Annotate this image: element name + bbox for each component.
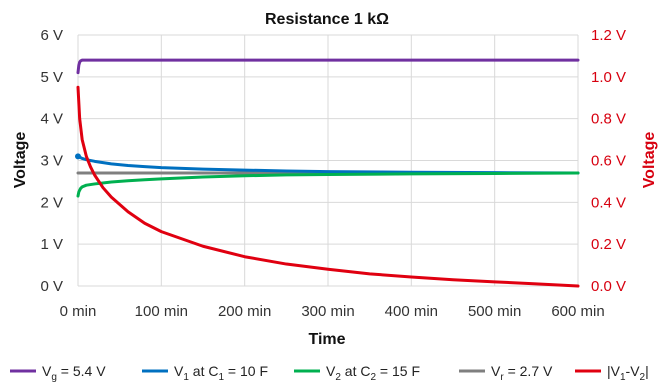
y-left-tick-label: 2 V (40, 194, 63, 211)
x-tick-label: 600 min (551, 303, 604, 320)
y-left-tick-label: 1 V (40, 236, 63, 253)
y-right-tick-label: 1.0 V (591, 69, 626, 86)
x-tick-label: 400 min (385, 303, 438, 320)
series-lines (75, 58, 580, 288)
legend-label: V2 at C2 = 15 F (326, 363, 420, 383)
y-right-tick-label: 1.2 V (591, 27, 626, 44)
series-line (76, 154, 580, 175)
y-right-tick-label: 0.6 V (591, 153, 626, 170)
legend-item: Vg = 5.4 V (10, 363, 106, 383)
legend-item: Vr = 2.7 V (459, 363, 553, 383)
x-tick-label: 200 min (218, 303, 271, 320)
legend: Vg = 5.4 V V1 at C1 = 10 F V2 at C2 = 15 F… (10, 363, 649, 383)
legend-label: |V1-V2| (607, 363, 649, 383)
legend-item: V1 at C1 = 10 F (142, 363, 268, 383)
x-axis-title: Time (308, 331, 345, 348)
legend-label: Vg = 5.4 V (42, 363, 106, 383)
y-left-tick-label: 6 V (40, 27, 63, 44)
y-right-axis-title: Voltage (641, 132, 658, 189)
series-line (76, 58, 580, 75)
y-right-tick-label: 0.4 V (591, 194, 626, 211)
y-right-axis-ticks: 0.0 V 0.2 V 0.4 V 0.6 V 0.8 V 1.0 V 1.2 V (591, 27, 626, 295)
legend-item: |V1-V2| (575, 363, 649, 383)
y-left-tick-label: 3 V (40, 153, 63, 170)
chart-title: Resistance 1 kΩ (265, 11, 389, 28)
x-tick-label: 500 min (468, 303, 521, 320)
gridlines (77, 34, 579, 287)
legend-label: Vr = 2.7 V (491, 363, 553, 383)
series-start-point (75, 153, 81, 160)
x-axis-ticks: 0 min 100 min 200 min 300 min 400 min 500 min… (60, 303, 605, 320)
series-line (76, 85, 580, 288)
y-right-tick-label: 0.8 V (591, 111, 626, 128)
y-right-tick-label: 0.2 V (591, 236, 626, 253)
x-tick-label: 300 min (301, 303, 354, 320)
y-left-tick-label: 4 V (40, 111, 63, 128)
series-line (76, 171, 580, 198)
y-right-tick-label: 0.0 V (591, 278, 626, 295)
y-left-axis-title: Voltage (12, 132, 29, 189)
legend-label: V1 at C1 = 10 F (174, 363, 268, 383)
y-left-tick-label: 0 V (40, 278, 63, 295)
x-tick-label: 0 min (60, 303, 97, 320)
y-left-axis-ticks: 0 V 1 V 2 V 3 V 4 V 5 V 6 V (40, 27, 63, 295)
legend-item: V2 at C2 = 15 F (294, 363, 420, 383)
y-left-tick-label: 5 V (40, 69, 63, 86)
x-tick-label: 100 min (135, 303, 188, 320)
